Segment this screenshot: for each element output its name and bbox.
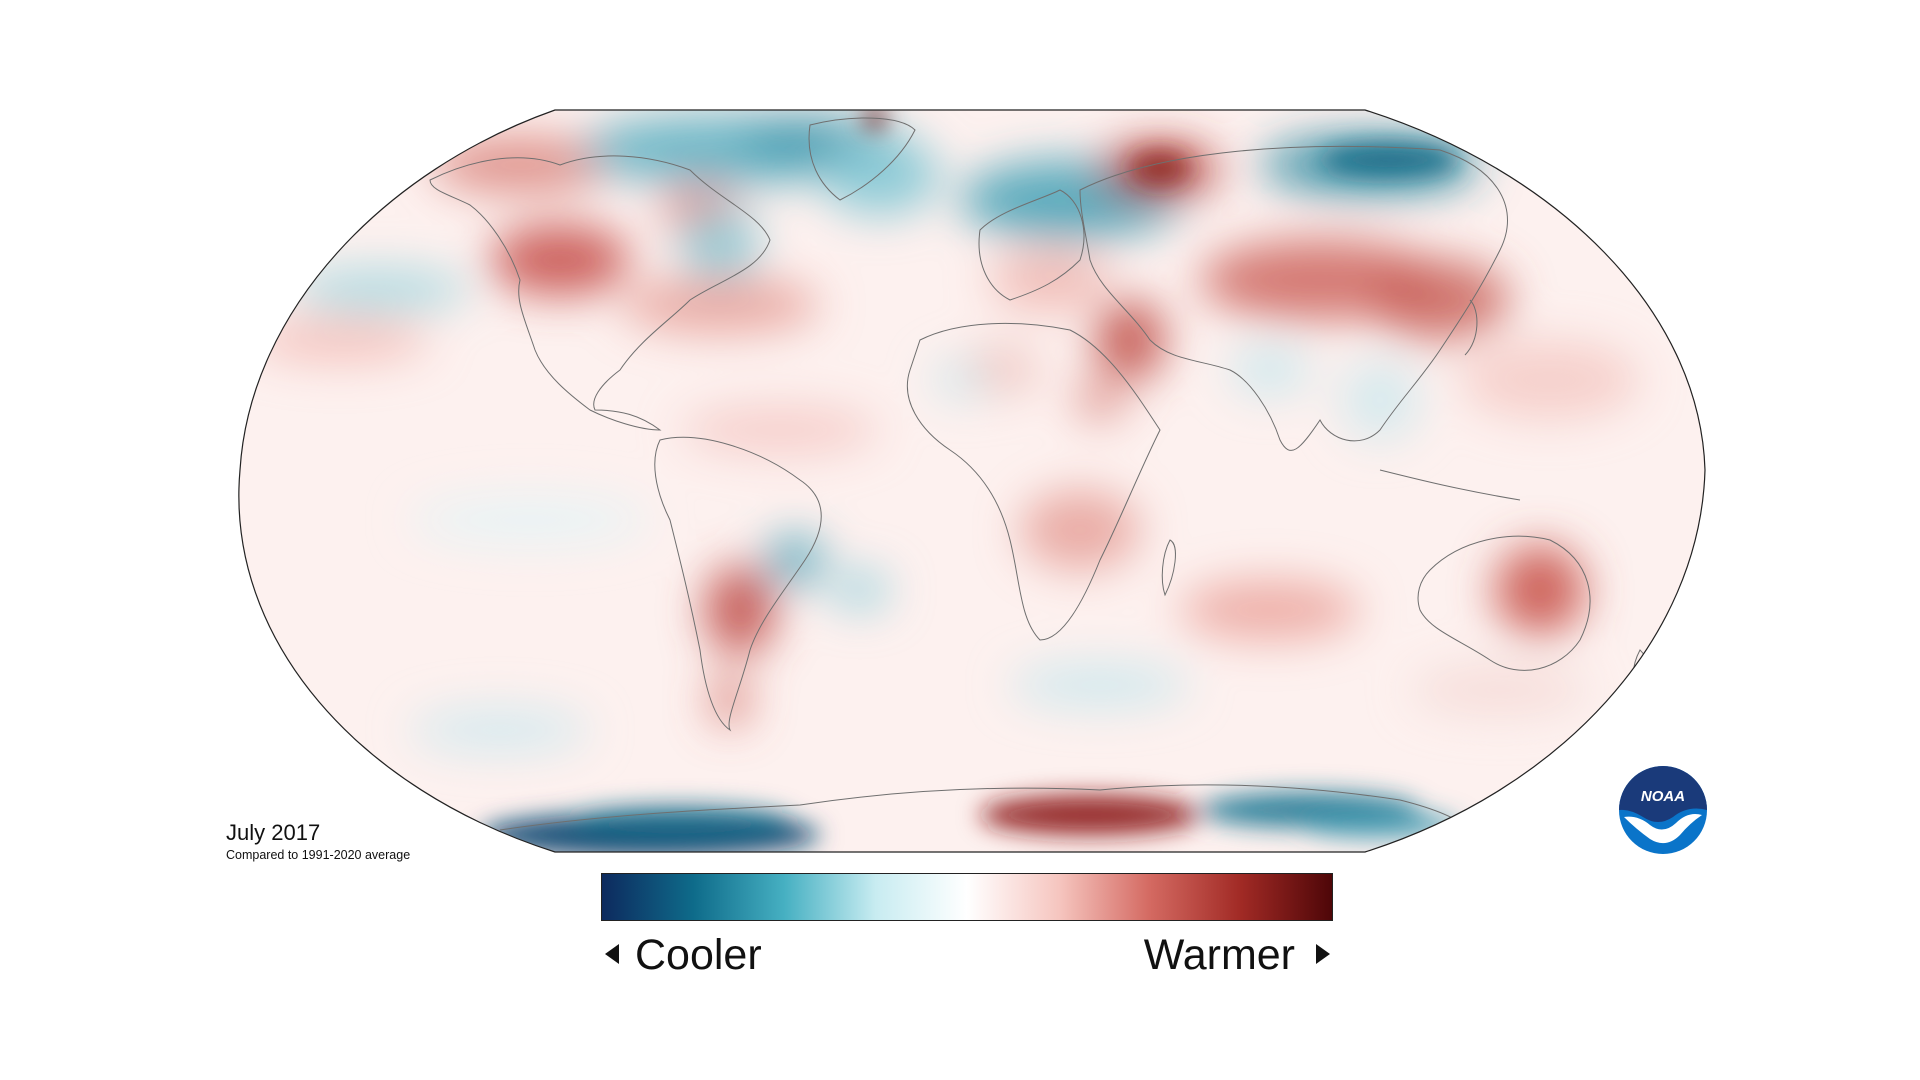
anomaly-blobs <box>250 115 1640 752</box>
madagascar-outline <box>1161 539 1176 597</box>
australia-outline <box>1417 535 1591 671</box>
noaa-logo-text: NOAA <box>1641 788 1685 805</box>
anomaly-field <box>238 110 1705 852</box>
anomaly-strong <box>480 110 1460 852</box>
coastlines <box>429 117 1652 831</box>
legend-cooler-label: Cooler <box>635 931 762 979</box>
antarctica-outline <box>499 784 1471 831</box>
south-america-outline <box>654 436 822 732</box>
greenland-outline <box>808 117 916 201</box>
legend-warmer-label: Warmer <box>1143 931 1295 979</box>
legend-colorbar <box>601 873 1333 921</box>
arrow-left-icon <box>605 944 619 964</box>
europe-outline <box>978 189 1085 301</box>
asia-outline <box>1079 145 1508 451</box>
arrow-right-icon <box>1316 944 1330 964</box>
globe-outline <box>238 109 1706 853</box>
north-america-outline <box>429 155 771 431</box>
japan-outline <box>1464 299 1478 356</box>
indonesia-outline <box>1379 469 1521 501</box>
noaa-logo: NOAA <box>1619 766 1707 854</box>
africa-outline <box>906 322 1161 641</box>
map-title: July 2017 <box>226 820 321 845</box>
map-subtitle: Compared to 1991-2020 average <box>226 848 411 862</box>
